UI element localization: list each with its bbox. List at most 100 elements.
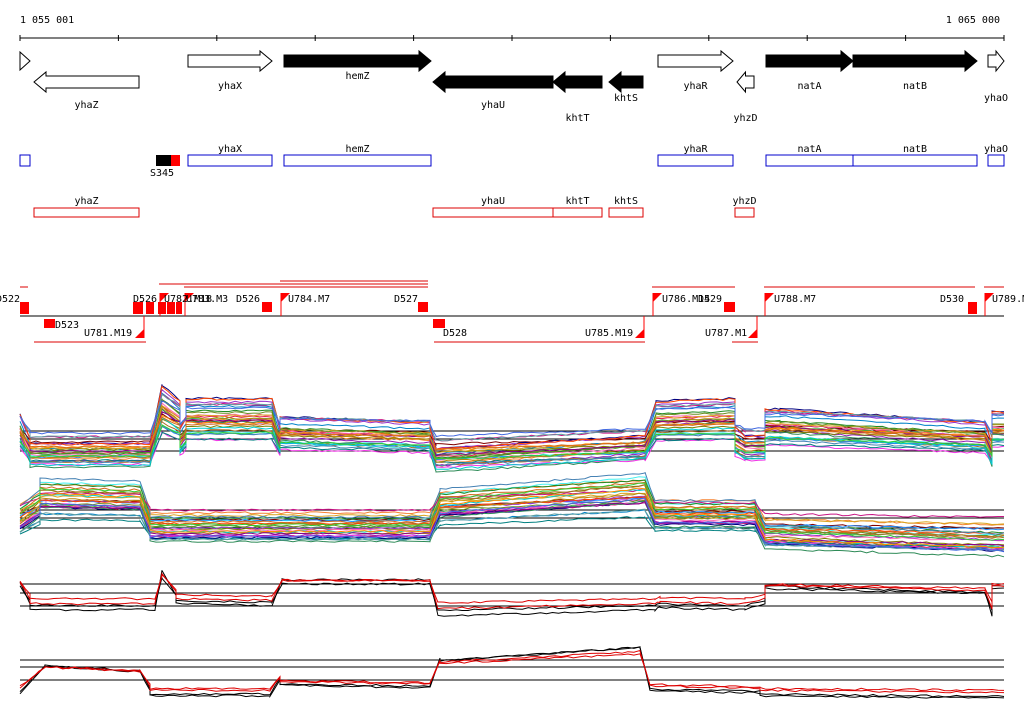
- segment-marker[interactable]: [968, 302, 977, 314]
- segment-flag[interactable]: [765, 293, 774, 302]
- gene-arrow[interactable]: yhaU: [432, 70, 554, 111]
- forward-annotation-box[interactable]: hemZ: [283, 144, 432, 167]
- gene-label: yhaX: [218, 81, 242, 92]
- gene-arrow[interactable]: yhaO: [984, 49, 1008, 104]
- segment-flag[interactable]: [135, 329, 144, 338]
- gene-arrow[interactable]: [19, 50, 31, 72]
- annotation-label: natB: [903, 144, 927, 155]
- annotation-label: yhaO: [984, 144, 1008, 155]
- gene-label: hemZ: [345, 71, 369, 82]
- expression-panel: [19, 646, 1005, 699]
- reverse-annotation-box[interactable]: khtS: [608, 196, 644, 218]
- expression-profile-line: [19, 472, 1005, 535]
- annotation-label: hemZ: [345, 144, 369, 155]
- segment-marker[interactable]: [262, 302, 272, 312]
- gene-label: yhaO: [984, 93, 1008, 104]
- segment-marker[interactable]: [158, 302, 166, 314]
- gene-arrow[interactable]: khtT: [552, 70, 603, 124]
- gene-arrow[interactable]: yhaR: [657, 49, 734, 92]
- segment-label: D530: [940, 294, 964, 305]
- annotation-label: natA: [797, 144, 821, 155]
- segment-label: D526: [133, 294, 157, 305]
- segment-marker[interactable]: [146, 302, 154, 314]
- gene-arrow[interactable]: natB: [852, 49, 978, 92]
- reverse-annotation-box[interactable]: yhaZ: [33, 196, 140, 218]
- expression-profile-line: [19, 399, 1005, 438]
- expression-profile-line: [19, 487, 1005, 549]
- expression-profile-line: [19, 398, 1005, 460]
- forward-annotation-box[interactable]: [19, 154, 31, 167]
- reverse-annotation-box[interactable]: khtT: [552, 196, 603, 218]
- gene-label: khtT: [565, 113, 589, 124]
- gene-label: yhzD: [733, 113, 757, 124]
- segment-label: U782.M18: [164, 294, 212, 305]
- segment-marker[interactable]: [176, 302, 182, 314]
- segment-flag[interactable]: [185, 293, 194, 302]
- forward-annotation-track: yhaX hemZ yhaR natA natB yhaO S345: [19, 144, 1008, 179]
- expression-panel: [19, 570, 1005, 617]
- forward-annotation-box[interactable]: natB: [852, 144, 978, 167]
- expression-profile-line: [19, 653, 1005, 692]
- segment-flag[interactable]: [748, 329, 757, 338]
- segment-label: U787.M1: [705, 328, 747, 339]
- forward-annotation-box[interactable]: yhaR: [657, 144, 734, 167]
- segment-marker[interactable]: [724, 302, 735, 312]
- expression-profile-line: [19, 508, 1005, 552]
- gene-label: natB: [903, 81, 927, 92]
- segment-label: U784.M7: [288, 294, 330, 305]
- annotation-label: khtS: [614, 196, 638, 207]
- gene-label: yhaU: [481, 100, 505, 111]
- gene-arrow[interactable]: khtS: [608, 70, 644, 104]
- segment-label: D529: [698, 294, 722, 305]
- forward-annotation-box[interactable]: natA: [765, 144, 854, 167]
- forward-annotation-box[interactable]: yhaO: [984, 144, 1008, 167]
- segment-marker[interactable]: [418, 302, 428, 312]
- expression-profile-line: [19, 416, 1005, 452]
- expression-panel: [19, 384, 1005, 473]
- reverse-annotation-box[interactable]: yhaU: [432, 196, 554, 218]
- sequence-element-label: S345: [150, 168, 174, 179]
- segment-flag[interactable]: [160, 293, 169, 302]
- gene-arrow-track: yhaZ yhaX hemZ yhaU khtT khtS yhaR yhzD natA natB…: [19, 49, 1008, 124]
- reverse-annotation-track: yhaZ yhaU khtT khtS yhzD: [33, 196, 757, 218]
- segment-label: U788.M7: [774, 294, 816, 305]
- segment-marker[interactable]: [133, 302, 143, 314]
- segment-flag[interactable]: [985, 293, 994, 302]
- annotation-label: yhaR: [683, 144, 708, 155]
- axis-end-label: 1 065 000: [946, 15, 1000, 26]
- axis-start-label: 1 055 001: [20, 15, 74, 26]
- gene-arrow[interactable]: yhaZ: [33, 70, 140, 111]
- gene-arrow[interactable]: natA: [765, 49, 854, 92]
- expression-profile-line: [19, 424, 1005, 460]
- segment-marker[interactable]: [167, 302, 175, 314]
- segment-label: D526: [236, 294, 260, 305]
- segment-flag[interactable]: [281, 293, 290, 302]
- segment-label: U781.M19: [84, 328, 132, 339]
- segment-label: U789.M: [992, 294, 1024, 305]
- segment-marker[interactable]: [20, 302, 29, 314]
- expression-profile-line: [19, 489, 1004, 518]
- annotation-label: yhaX: [218, 144, 242, 155]
- gene-arrow[interactable]: hemZ: [283, 49, 432, 82]
- segment-flag[interactable]: [653, 293, 662, 302]
- expression-panel: [19, 472, 1005, 558]
- gene-arrow[interactable]: yhzD: [733, 70, 758, 124]
- expression-profile-line: [19, 573, 1005, 604]
- segment-flag[interactable]: [635, 329, 644, 338]
- reverse-annotation-box[interactable]: yhzD: [732, 196, 757, 218]
- forward-annotation-box[interactable]: yhaX: [187, 144, 273, 167]
- expression-profile-line: [19, 500, 1005, 558]
- segment-marker[interactable]: [433, 319, 445, 328]
- expression-profile-line: [19, 497, 1005, 538]
- sequence-element-s345[interactable]: S345: [150, 155, 180, 179]
- segment-label: U785.M19: [585, 328, 633, 339]
- expression-profiles: [19, 384, 1005, 699]
- expression-profile-line: [19, 572, 1005, 610]
- gene-arrow[interactable]: yhaX: [187, 49, 273, 92]
- segment-label: D528: [443, 328, 467, 339]
- segment-marker[interactable]: [44, 319, 55, 328]
